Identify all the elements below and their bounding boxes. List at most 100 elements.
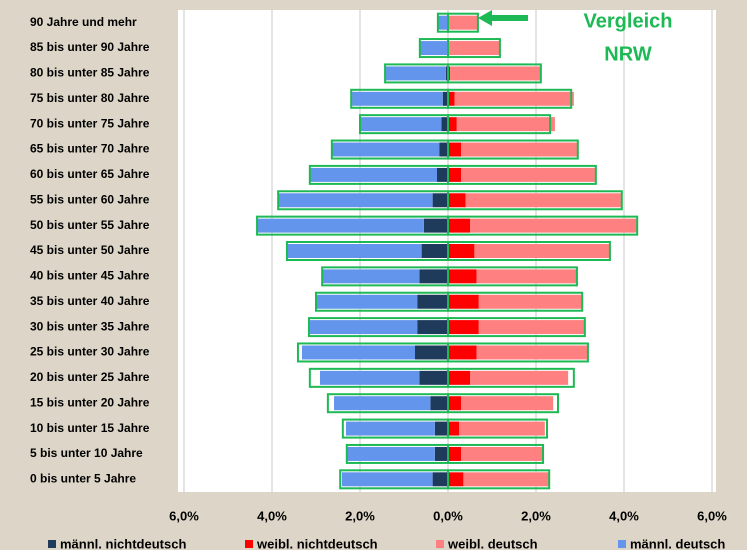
bar [445, 66, 448, 81]
annotation: Vergleich [584, 10, 673, 32]
bar [448, 472, 464, 487]
legend-label: weibl. nichtdeutsch [256, 536, 378, 550]
comparison-outline [447, 393, 559, 414]
y-tick-label: 15 bis unter 20 Jahre [30, 395, 150, 409]
comparison-outline [447, 164, 597, 185]
bar [417, 320, 448, 335]
bar [419, 41, 448, 56]
bar [439, 142, 448, 157]
legend-swatch [245, 540, 253, 548]
bar [423, 218, 448, 233]
y-tick-label: 85 bis unter 90 Jahre [30, 40, 150, 54]
bar [441, 117, 448, 132]
y-tick-label: 45 bis unter 50 Jahre [30, 243, 150, 257]
bar [419, 370, 448, 385]
bar [448, 421, 459, 436]
bar [470, 370, 569, 385]
bar [346, 446, 435, 461]
x-tick-label: 2,0% [521, 508, 551, 523]
comparison-outline [447, 12, 479, 33]
bar [286, 244, 422, 258]
comparison-outline [447, 241, 611, 261]
y-tick-label: 75 bis unter 80 Jahre [30, 91, 150, 105]
y-tick-label: 50 bis unter 55 Jahre [30, 218, 150, 232]
y-tick-label: 65 bis unter 70 Jahre [30, 142, 150, 156]
x-tick-label: 4,0% [609, 508, 639, 523]
comparison-outline [447, 418, 548, 439]
y-tick-label: 70 bis unter 75 Jahre [30, 116, 150, 130]
bar [476, 345, 588, 360]
bar [415, 345, 448, 360]
bar [278, 193, 433, 208]
bar [360, 117, 442, 132]
bar [334, 396, 431, 411]
bar [448, 66, 451, 81]
bar [448, 294, 479, 309]
bar [454, 91, 574, 106]
bar [309, 167, 437, 182]
x-tick-label: 6,0% [169, 508, 199, 523]
bar [478, 320, 585, 335]
bar [322, 269, 420, 284]
x-tick-label: 0,0% [433, 508, 463, 523]
bar [448, 117, 457, 132]
bar [461, 396, 554, 411]
annotation: NRW [604, 43, 652, 65]
bar [450, 66, 541, 81]
y-tick-label: 0 bis unter 5 Jahre [30, 471, 136, 485]
y-tick-label: 30 bis unter 35 Jahre [30, 319, 150, 333]
bar [442, 91, 448, 106]
y-tick-label: 55 bis unter 60 Jahre [30, 192, 150, 206]
legend-label: weibl. deutsch [447, 536, 538, 550]
bar [448, 320, 479, 335]
comparison-outline [447, 266, 578, 287]
bar [437, 15, 448, 30]
comparison-outline [447, 63, 542, 84]
legend-label: männl. nichtdeutsch [60, 536, 186, 550]
y-tick-label: 80 bis unter 85 Jahre [30, 66, 150, 80]
bar [465, 193, 622, 208]
bar [470, 218, 638, 233]
legend-swatch [436, 540, 444, 548]
bar [448, 446, 462, 461]
bar [448, 15, 478, 30]
bar [301, 345, 415, 360]
comparison-outline [447, 88, 573, 109]
bar [448, 396, 462, 411]
bar [459, 421, 545, 436]
bar [474, 244, 610, 258]
y-tick-label: 20 bis unter 25 Jahre [30, 370, 150, 384]
bar [432, 193, 448, 208]
y-tick-label: 40 bis unter 45 Jahre [30, 269, 150, 283]
bar [461, 142, 578, 157]
bar [448, 345, 477, 360]
comparison-outline [447, 469, 551, 490]
y-tick-label: 10 bis unter 15 Jahre [30, 421, 150, 435]
bar [448, 41, 500, 56]
y-tick-label: 60 bis unter 65 Jahre [30, 167, 150, 181]
bar [345, 421, 435, 436]
bar [352, 91, 443, 106]
bar [448, 193, 466, 208]
y-tick-label: 25 bis unter 30 Jahre [30, 345, 150, 359]
y-tick-label: 5 bis unter 10 Jahre [30, 446, 143, 460]
bar [316, 294, 418, 309]
y-tick-label: 35 bis unter 40 Jahre [30, 294, 150, 308]
bar [448, 167, 462, 182]
bar [476, 269, 577, 284]
x-tick-label: 6,0% [697, 508, 727, 523]
y-tick-label: 90 Jahre und mehr [30, 15, 137, 29]
comparison-outline [447, 190, 623, 211]
bar [417, 294, 448, 309]
bar [319, 370, 420, 385]
bar [448, 91, 455, 106]
bar [419, 269, 448, 284]
bar [448, 218, 470, 233]
comparison-outline [447, 114, 552, 135]
bar [434, 421, 448, 436]
comparison-outline [447, 291, 584, 312]
bar [463, 472, 550, 487]
bar [448, 244, 475, 258]
comparison-outline [447, 443, 545, 464]
